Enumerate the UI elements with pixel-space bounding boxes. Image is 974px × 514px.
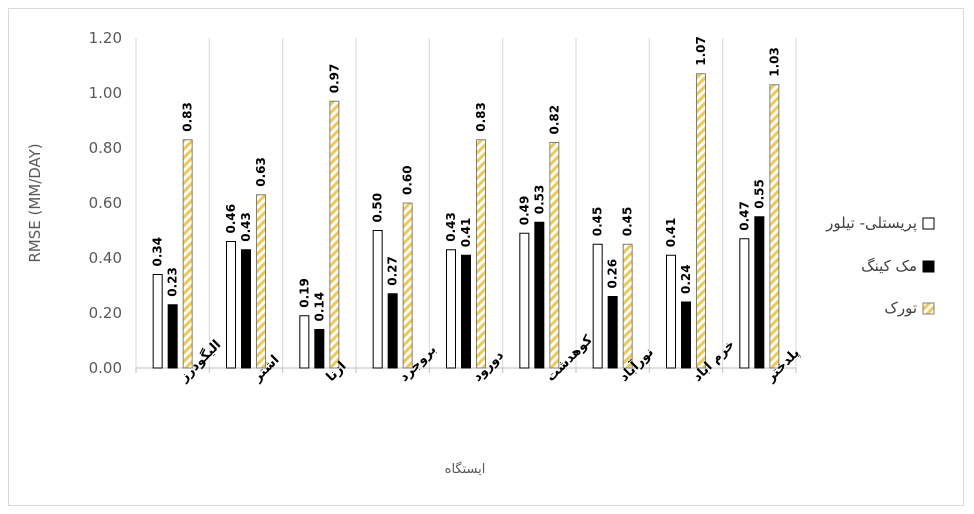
bar-solid-7 [681,301,691,369]
bar-hollow-3 [372,230,383,369]
y-tick-label: 0.20 [89,304,122,322]
y-tick-label: 1.20 [89,29,122,47]
data-label: 0.45 [621,207,635,237]
legend-swatch-hollow [922,217,935,230]
data-label: 0.26 [606,259,620,289]
bar-solid-6 [607,296,618,369]
category-label: ازنا [324,359,350,385]
category-label: پلدختر [763,346,803,386]
data-label: 0.27 [386,256,400,286]
data-label: 1.03 [767,47,781,77]
category-label: اشتر [250,353,283,386]
data-label: 0.43 [444,212,458,242]
category-label: دورود [470,348,507,385]
bar-striped-5 [549,142,560,369]
data-label: 0.63 [254,157,268,187]
data-label: 0.46 [224,204,238,234]
data-label: 0.97 [327,64,341,94]
legend-swatch-solid [922,260,935,273]
legend: پریستلی- تیلور مک کینگ تورک [825,214,935,317]
bar-solid-2 [314,329,325,369]
data-label: 0.43 [239,212,253,242]
y-tick-label: 0.80 [89,139,122,157]
y-tick-label: 1.00 [89,84,122,102]
data-label: 0.41 [664,218,678,248]
bar-striped-4 [476,139,486,369]
legend-label: تورک [884,299,917,317]
bar-striped-6 [622,243,633,369]
bar-solid-4 [461,254,471,369]
data-label: 0.55 [752,179,766,209]
bar-hollow-2 [299,315,310,369]
y-tick-label: 0.00 [89,359,122,377]
data-label: 1.07 [694,36,708,66]
bar-striped-8 [769,84,780,369]
bar-hollow-7 [666,254,676,369]
bar-hollow-6 [592,243,603,369]
bar-hollow-8 [739,238,750,369]
data-label: 0.60 [401,165,415,195]
bar-hollow-0 [152,274,163,369]
data-label: 0.49 [517,196,531,226]
data-label: 0.14 [312,292,326,322]
x-axis-title: ایستگاه [445,461,486,477]
category-label: نورآباد [615,344,656,385]
bar-solid-3 [387,293,398,369]
legend-swatch-striped [922,302,935,315]
legend-label: مک کینگ [861,257,917,275]
bar-solid-0 [167,304,178,369]
y-tick-label: 0.40 [89,249,122,267]
data-label: 0.24 [679,264,693,294]
bar-solid-5 [534,221,545,369]
data-label: 0.45 [591,207,605,237]
legend-label: پریستلی- تیلور [825,214,917,233]
data-label: 0.41 [459,218,473,248]
bar-striped-3 [402,202,413,369]
bar-striped-0 [182,139,193,369]
data-label: 0.82 [547,105,561,135]
bar-striped-2 [329,100,340,369]
data-label: 0.53 [532,185,546,215]
bar-solid-1 [241,249,251,369]
bar-striped-1 [256,194,266,369]
data-label: 0.23 [166,267,180,297]
bar-hollow-5 [519,232,530,369]
bar-striped-7 [696,73,706,369]
data-label: 0.19 [297,278,311,308]
bar-solid-8 [754,216,765,369]
data-label: 0.83 [181,102,195,132]
data-label: 0.50 [371,193,385,223]
bar-hollow-4 [446,249,456,369]
data-label: 0.83 [474,102,488,132]
y-axis-title: RMSE (MM/DAY) [26,143,44,262]
data-label: 0.34 [151,237,165,267]
bar-hollow-1 [226,241,236,369]
data-label: 0.47 [737,201,751,231]
y-tick-label: 0.60 [89,194,122,212]
